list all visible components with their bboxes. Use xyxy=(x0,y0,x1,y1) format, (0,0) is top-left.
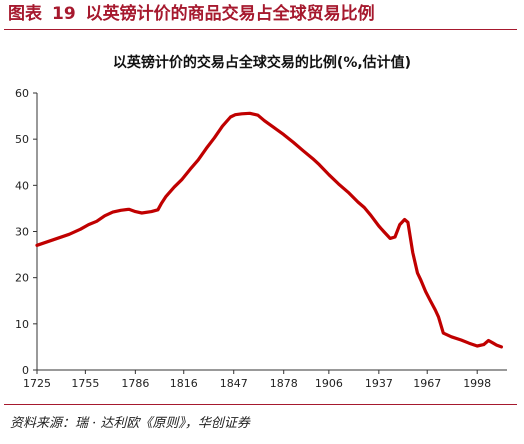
x-tick-label: 1786 xyxy=(121,377,149,390)
source-note: 资料来源：瑞 · 达利欧《原则》，华创证券 xyxy=(10,416,250,431)
x-tick-label: 1937 xyxy=(365,377,393,390)
y-tick-label: 40 xyxy=(15,179,29,192)
figure-title-text: 以英镑计价的商品交易占全球贸易比例 xyxy=(85,4,375,24)
y-tick-label: 50 xyxy=(15,133,29,146)
figure-prefix: 图表 xyxy=(8,4,42,24)
y-tick-label: 60 xyxy=(15,87,29,100)
y-tick-label: 10 xyxy=(15,318,29,331)
chart-title: 以英镑计价的交易占全球交易的比例(%,估计值) xyxy=(112,55,412,71)
x-tick-label: 1816 xyxy=(170,377,198,390)
x-tick-label: 1998 xyxy=(463,377,491,390)
y-tick-label: 30 xyxy=(15,226,29,239)
bottom-divider xyxy=(4,404,517,405)
y-tick-label: 0 xyxy=(22,364,29,377)
x-tick-label: 1847 xyxy=(220,377,248,390)
figure-title: 图表 19 以英镑计价的商品交易占全球贸易比例 xyxy=(8,2,375,26)
x-tick-label: 1725 xyxy=(23,377,51,390)
figure-number: 19 xyxy=(52,4,76,24)
x-tick-label: 1906 xyxy=(315,377,343,390)
top-divider xyxy=(4,29,517,30)
x-tick-label: 1755 xyxy=(71,377,99,390)
x-tick-label: 1967 xyxy=(413,377,441,390)
series-line xyxy=(35,111,503,349)
x-tick-label: 1878 xyxy=(270,377,298,390)
y-tick-label: 20 xyxy=(15,272,29,285)
